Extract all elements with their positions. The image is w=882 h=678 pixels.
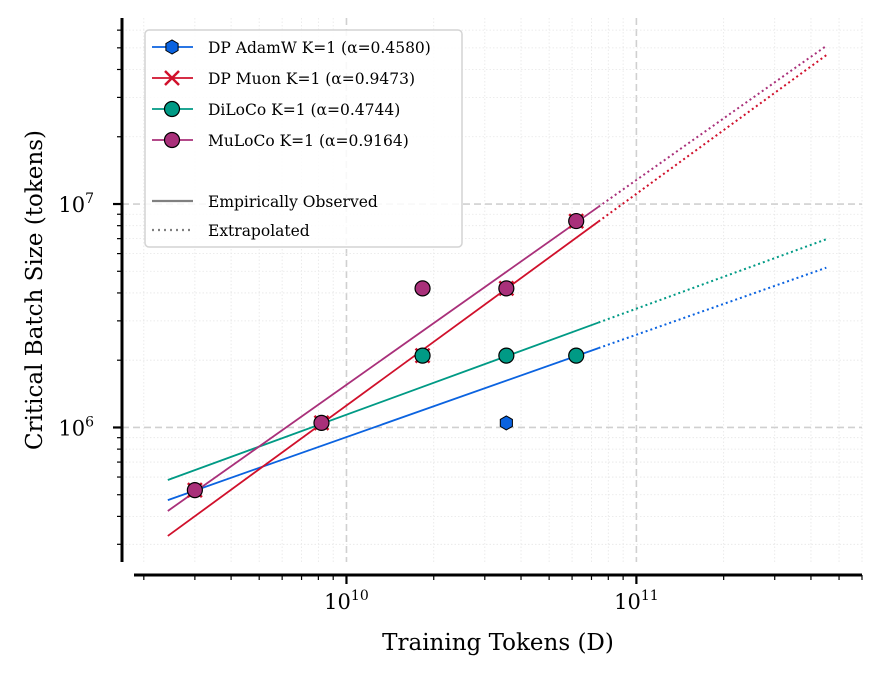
legend-label: Empirically Observed [208,193,378,211]
fit-lines [167,45,827,537]
x-stroke [164,70,180,86]
legend-marker [164,70,180,86]
data-point [313,414,330,431]
legend-label: Extrapolated [208,222,310,240]
legend-label: MuLoCo K=1 (α=0.9164) [208,132,409,150]
observed-fit-line [167,206,599,512]
data-point [498,347,515,364]
x-axis-label: Training Tokens (D) [382,630,614,656]
data-point [186,482,203,499]
data-point [568,212,585,230]
observed-fit-line [167,347,599,501]
x-tick-label: 1011 [614,588,659,614]
observed-fit-line [167,321,599,481]
legend-box [144,29,463,248]
legend-marker [163,100,181,118]
y-axis-label: Critical Batch Size (tokens) [22,130,48,450]
legend-marker [165,39,179,55]
extrapolated-fit-line [598,238,827,324]
observed-fit-line [167,220,600,537]
extrapolated-fit-line [597,54,827,223]
axes: 1010 1011 106 107 [58,18,863,614]
data-point [568,347,585,364]
data-point [414,280,431,297]
legend-label: DP AdamW K=1 (α=0.4580) [208,39,431,57]
extrapolated-fit-line [597,45,827,208]
y-tick-label: 107 [58,191,94,217]
legend-label: DP Muon K=1 (α=0.9473) [208,70,415,88]
legend-marker [163,131,181,149]
data-point [498,280,515,297]
x-tick-label: 1010 [324,588,369,614]
legend-label: DiLoCo K=1 (α=0.4744) [208,101,400,119]
y-tick-label: 106 [58,414,94,440]
legend: DP AdamW K=1 (α=0.4580) DP Muon K=1 (α=0.… [144,29,463,248]
data-points [186,212,585,499]
extrapolated-fit-line [598,266,827,350]
data-point [414,347,431,364]
data-point [499,415,513,431]
